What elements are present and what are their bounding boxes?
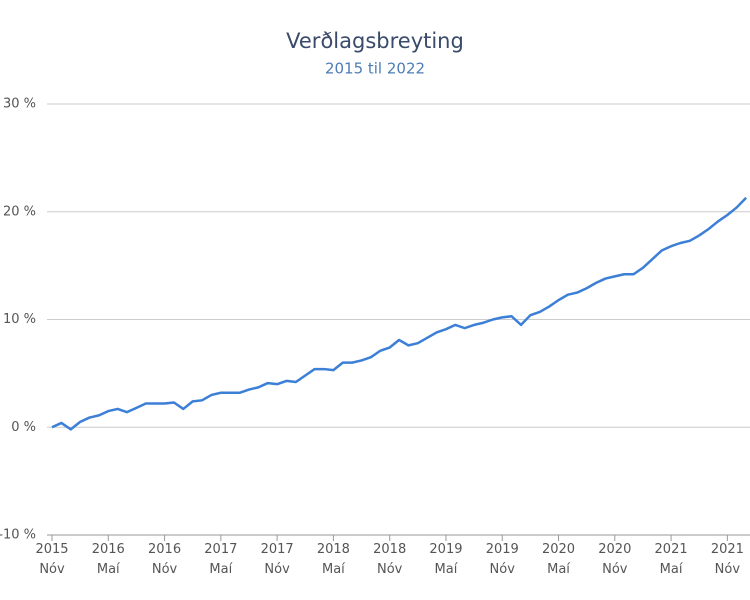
y-tick-label: 20 % [3, 204, 36, 219]
x-tick-label: 2016 Maí [91, 542, 125, 577]
x-tick-label: 2018 Nóv [373, 542, 407, 577]
x-tick-label: 2016 Nóv [148, 542, 182, 577]
x-tick-label: 2019 Nóv [485, 542, 519, 577]
x-tick-label: 2021 Maí [654, 542, 688, 577]
chart-title: Verðlagsbreyting [286, 29, 464, 53]
x-tick-label: 2015 Nóv [35, 542, 69, 577]
x-tick-label: 2017 Maí [204, 542, 238, 577]
x-tick-label: 2019 Maí [429, 542, 463, 577]
x-tick-label: 2020 Maí [541, 542, 576, 577]
x-tick-label: 2021 Nóv [710, 542, 744, 577]
y-tick-label: 30 % [3, 97, 36, 112]
x-tick-label: 2020 Nóv [598, 542, 632, 577]
y-tick-label: 0 % [11, 420, 36, 435]
data-line [51, 196, 748, 431]
y-tick-label: 10 % [3, 312, 36, 327]
chart-subtitle: 2015 til 2022 [325, 60, 425, 78]
x-tick-label: 2018 Maí [316, 542, 350, 577]
y-tick-label: -10 % [0, 528, 36, 543]
x-tick-label: 2017 Nóv [260, 542, 294, 577]
